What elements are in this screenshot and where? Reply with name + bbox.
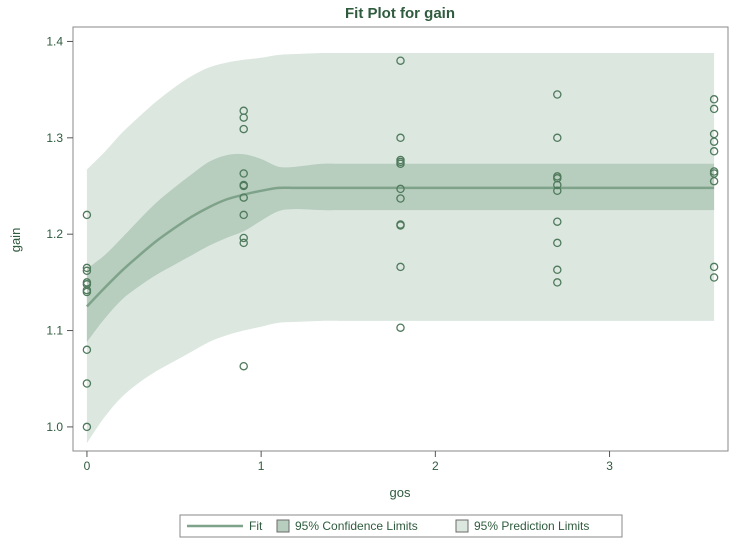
data-point — [553, 90, 562, 99]
data-point — [396, 133, 405, 143]
data-point — [239, 169, 248, 178]
data-point — [82, 345, 92, 355]
y-tick-label: 1.2 — [46, 227, 63, 241]
data-point — [553, 180, 562, 190]
data-point — [396, 157, 405, 167]
data-point — [239, 361, 248, 371]
data-point — [82, 379, 92, 388]
data-point — [239, 113, 248, 122]
legend-prediction-swatch — [455, 519, 469, 533]
y-axis: 1.0 1.1 1.2 1.3 1.4 — [46, 34, 73, 434]
data-point — [396, 56, 405, 65]
data-point — [396, 184, 405, 194]
prediction-band — [86, 52, 715, 444]
x-axis-label: gos — [390, 485, 411, 500]
data-point — [82, 287, 92, 297]
y-tick-label: 1.4 — [46, 34, 63, 48]
data-points — [82, 56, 719, 432]
legend-confidence-swatch — [276, 519, 290, 533]
x-tick-label: 2 — [432, 459, 439, 473]
data-point — [709, 273, 719, 282]
y-tick-label: 1.3 — [46, 131, 63, 145]
data-point — [82, 210, 92, 220]
data-point — [553, 133, 562, 143]
y-tick-label: 1.0 — [46, 420, 63, 434]
x-tick-label: 1 — [258, 459, 265, 473]
x-tick-label: 3 — [606, 459, 613, 473]
y-tick-label: 1.1 — [46, 324, 63, 338]
data-point — [709, 176, 719, 186]
data-point — [239, 181, 248, 191]
data-point — [239, 124, 248, 134]
data-point — [239, 193, 248, 202]
legend-fit-label: Fit — [249, 519, 263, 533]
data-point — [709, 104, 719, 114]
legend-confidence-label: 95% Confidence Limits — [295, 519, 418, 533]
data-point — [553, 186, 562, 196]
data-point — [239, 210, 248, 220]
data-point — [82, 266, 92, 276]
data-point — [396, 323, 405, 332]
data-point — [239, 233, 248, 243]
data-point — [82, 263, 92, 273]
legend-box — [179, 514, 623, 538]
data-point — [709, 137, 719, 146]
data-point — [396, 194, 405, 203]
y-axis-label: gain — [8, 228, 23, 253]
data-point — [553, 265, 562, 275]
data-point — [396, 262, 405, 272]
data-point — [82, 422, 92, 432]
chart-title: Fit Plot for gain — [345, 5, 455, 22]
data-point — [709, 147, 719, 156]
data-point — [709, 262, 719, 272]
data-point — [396, 221, 405, 230]
x-tick-label: 0 — [84, 459, 91, 473]
legend: Fit 95% Confidence Limits 95% Prediction… — [179, 514, 623, 538]
data-point — [553, 238, 562, 248]
legend-prediction-label: 95% Prediction Limits — [474, 519, 589, 533]
fit-line — [85, 186, 715, 308]
data-point — [553, 278, 562, 287]
x-axis: 0 1 2 3 — [84, 451, 613, 473]
data-point — [239, 238, 248, 248]
data-point — [709, 95, 719, 104]
plot-area — [72, 26, 729, 452]
data-point — [553, 217, 562, 226]
